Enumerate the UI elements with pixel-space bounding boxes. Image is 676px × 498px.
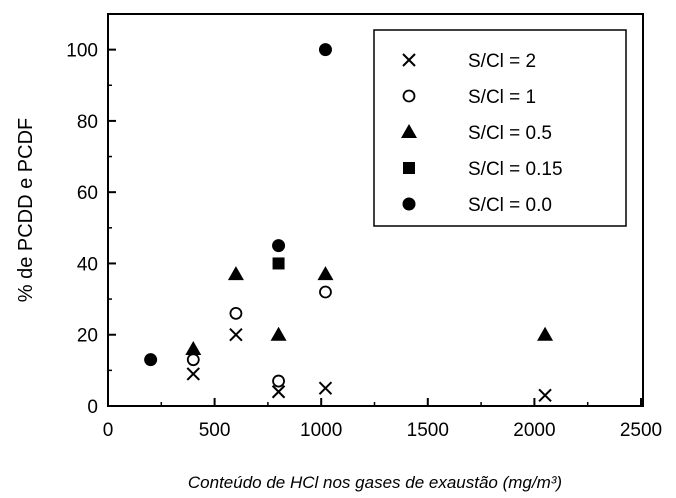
y-axis: 0 20 40 60 80 100 [66, 41, 116, 418]
y-axis-title: % de PCDD e PCDF [15, 118, 37, 303]
data-point [537, 326, 554, 341]
y-tick-label: 20 [77, 326, 98, 347]
legend-box [373, 29, 627, 227]
data-point [227, 266, 244, 281]
data-point [144, 353, 158, 367]
data-point [319, 285, 332, 299]
legend-marker [403, 162, 415, 174]
legend-label: S/Cl = 0.0 [468, 195, 552, 216]
y-tick-label: 0 [87, 397, 98, 418]
x-tick-label: 500 [199, 420, 231, 441]
legend-marker [402, 89, 416, 103]
x-tick-label: 2000 [513, 420, 555, 441]
x-tick-label: 1500 [407, 420, 449, 441]
legend-marker [401, 124, 417, 138]
data-point [272, 257, 285, 270]
legend-marker [402, 53, 416, 67]
y-tick-label: 60 [77, 183, 98, 204]
legend-label: S/Cl = 2 [468, 51, 536, 72]
legend: S/Cl = 2 S/Cl = 1 S/Cl = 0.5 S/Cl = 0.15 S/C… [373, 29, 627, 227]
series-2 [185, 266, 554, 355]
x-tick-label: 1000 [300, 420, 342, 441]
series-1 [186, 285, 332, 388]
data-point [186, 367, 200, 381]
data-point [272, 374, 285, 388]
data-point [318, 381, 333, 395]
series-4 [144, 43, 332, 367]
y-tick-label: 80 [77, 112, 98, 133]
series-3 [272, 257, 285, 270]
series-0 [186, 328, 552, 403]
data-point [272, 239, 286, 253]
y-tick-label: 100 [66, 41, 98, 62]
x-tick-label: 0 [103, 420, 114, 441]
x-axis-title: Conteúdo de HCl nos gases de exaustão (m… [188, 473, 562, 492]
data-point [185, 340, 202, 355]
data-point [538, 388, 552, 403]
data-point [271, 385, 286, 399]
data-point [318, 43, 332, 57]
legend-label: S/Cl = 0.15 [468, 159, 563, 180]
data-point [229, 328, 243, 342]
x-axis: 0 500 1000 1500 2000 2500 [103, 398, 662, 441]
data-point [270, 326, 287, 341]
x-tick-label: 2500 [620, 420, 662, 441]
y-tick-label: 40 [77, 254, 98, 275]
plot-frame [107, 13, 644, 407]
legend-label: S/Cl = 1 [468, 87, 536, 108]
data-point [317, 266, 334, 281]
legend-marker [402, 197, 416, 211]
data-point [186, 353, 200, 367]
legend-label: S/Cl = 0.5 [468, 123, 552, 144]
data-points [144, 43, 554, 403]
data-point [229, 306, 243, 320]
